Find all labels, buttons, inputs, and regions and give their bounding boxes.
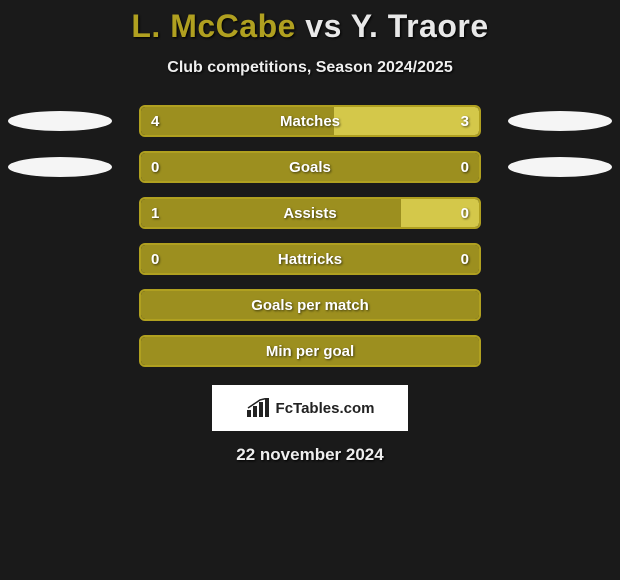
stat-row: Min per goal bbox=[0, 335, 620, 367]
player2-marker bbox=[508, 157, 612, 177]
stat-bar-fill-left bbox=[141, 291, 479, 319]
player2-name: Y. Traore bbox=[351, 8, 489, 44]
player1-marker bbox=[8, 111, 112, 131]
player1-marker bbox=[8, 157, 112, 177]
stat-bar-fill-left bbox=[141, 199, 401, 227]
stat-bar: Hattricks00 bbox=[139, 243, 481, 275]
stat-bar-fill-left bbox=[141, 337, 479, 365]
stat-row: Matches43 bbox=[0, 105, 620, 137]
stat-bar-fill-left bbox=[141, 245, 479, 273]
stat-bar: Goals00 bbox=[139, 151, 481, 183]
date-label: 22 november 2024 bbox=[0, 445, 620, 465]
stat-row: Goals00 bbox=[0, 151, 620, 183]
stat-bar-fill-left bbox=[141, 107, 334, 135]
player1-name: L. McCabe bbox=[131, 8, 296, 44]
stat-bar: Assists10 bbox=[139, 197, 481, 229]
stat-rows: Matches43 Goals00 Assists10 Hattricks00 Goal… bbox=[0, 105, 620, 367]
subtitle: Club competitions, Season 2024/2025 bbox=[0, 59, 620, 77]
stat-row: Assists10 bbox=[0, 197, 620, 229]
stat-row: Hattricks00 bbox=[0, 243, 620, 275]
stat-bar-fill-left bbox=[141, 153, 479, 181]
player2-marker bbox=[508, 111, 612, 131]
stat-bar: Goals per match bbox=[139, 289, 481, 321]
source-badge-text: FcTables.com bbox=[276, 400, 375, 417]
vs-text: vs bbox=[305, 8, 342, 44]
stat-bar-fill-right bbox=[401, 199, 479, 227]
comparison-widget: L. McCabe vs Y. Traore Club competitions… bbox=[0, 0, 620, 465]
stat-bar: Min per goal bbox=[139, 335, 481, 367]
stat-bar-fill-right bbox=[334, 107, 479, 135]
stat-bar: Matches43 bbox=[139, 105, 481, 137]
stat-row: Goals per match bbox=[0, 289, 620, 321]
chart-icon bbox=[246, 398, 270, 418]
page-title: L. McCabe vs Y. Traore bbox=[0, 8, 620, 45]
source-badge[interactable]: FcTables.com bbox=[212, 385, 408, 431]
